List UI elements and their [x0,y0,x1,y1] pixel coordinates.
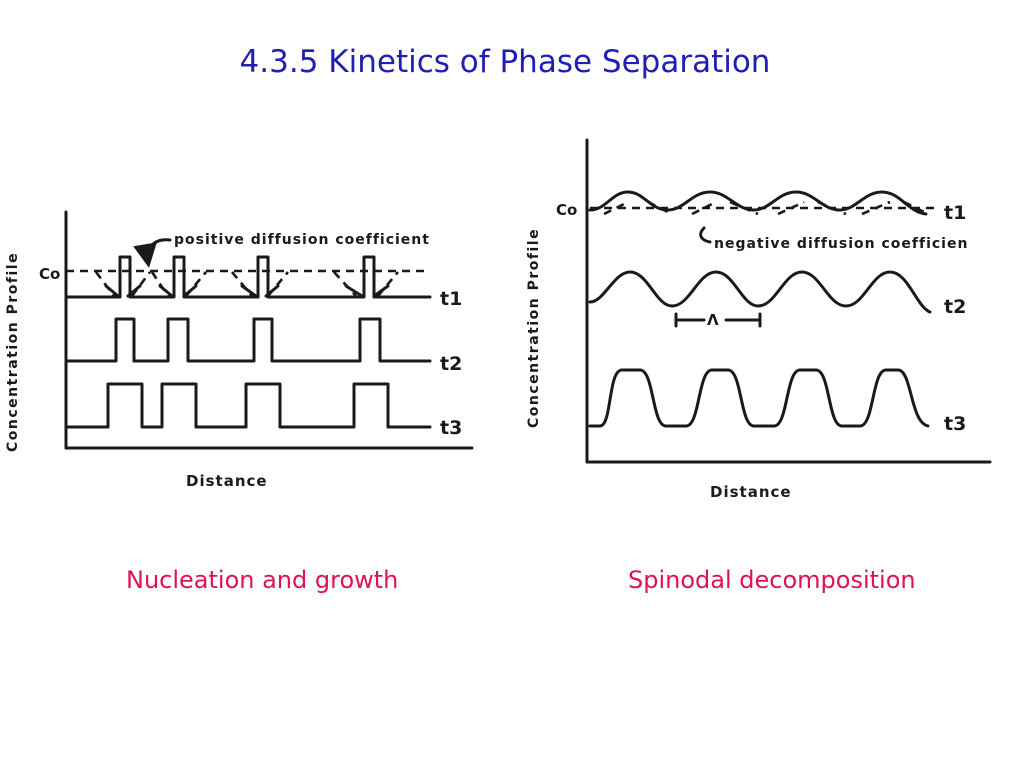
left-curve-t2 [64,317,432,363]
caption-nucleation: Nucleation and growth [126,566,399,594]
right-annotation: negative diffusion coefficien [714,236,968,252]
right-annotation-hook [699,226,712,244]
nucleation-diagram: Concentration Profile Distance Co positi… [5,210,474,490]
right-curve-t2 [588,270,932,314]
wavelength-label: Λ [707,311,719,329]
left-y-axis-label: Concentration Profile [5,252,21,452]
right-x-axis-label: Distance [710,483,792,501]
slide-title: 4.3.5 Kinetics of Phase Separation [239,44,771,80]
wavelength-marker [674,312,762,328]
left-t2-label: t2 [440,353,462,375]
diffusion-arrows [104,284,390,298]
left-annotation: positive diffusion coefficient [174,232,430,248]
uphill-diffusion-dashes [603,200,929,216]
left-curve-t3 [64,382,432,429]
right-t1-label: t1 [944,202,966,224]
right-t3-label: t3 [944,413,966,435]
left-t1-label: t1 [440,288,462,310]
spinodal-diagram: Concentration Profile Distance Co negati… [526,138,992,501]
left-x-axis-label: Distance [186,472,268,490]
left-t3-label: t3 [440,417,462,439]
annotation-arrow [133,238,172,268]
left-c0-label: Co [39,265,60,283]
left-curve-t1 [64,255,432,299]
right-c0-label: Co [556,201,577,219]
caption-spinodal: Spinodal decomposition [628,566,916,594]
right-t2-label: t2 [944,296,966,318]
right-curve-t3 [588,368,930,428]
right-curve-t1 [588,190,928,216]
right-y-axis-label: Concentration Profile [526,228,542,428]
depletion-zones [94,271,399,297]
